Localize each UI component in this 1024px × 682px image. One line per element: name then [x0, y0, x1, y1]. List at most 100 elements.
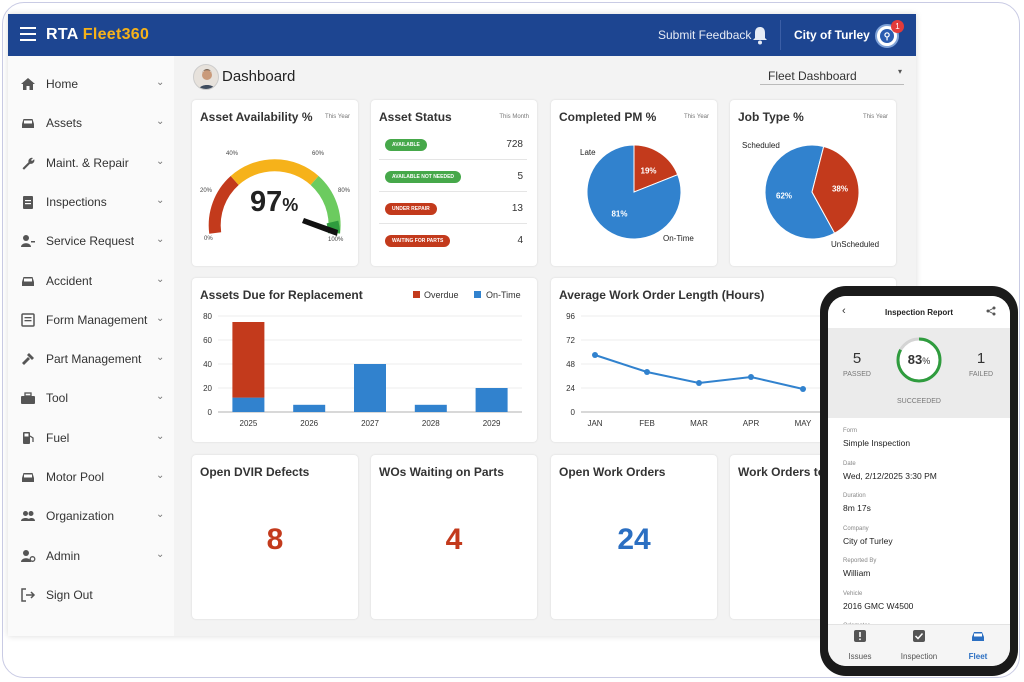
data-point[interactable] — [592, 352, 598, 358]
sidebar-item-motor-pool[interactable]: Motor Pool ⌄ — [8, 465, 174, 489]
data-point[interactable] — [800, 386, 806, 392]
sidebar-item-label: Fuel — [46, 430, 70, 445]
sidebar-item-label: Maint. & Repair — [46, 155, 129, 170]
sidebar-item-fuel[interactable]: Fuel ⌄ — [8, 426, 174, 450]
asset-status-card[interactable]: Asset Status This Month AVAILABLE 728 AVAI… — [371, 100, 537, 266]
x-tick-label: 2028 — [422, 419, 440, 428]
dashboard-select[interactable]: Fleet Dashboard ▾ — [760, 67, 904, 85]
success-percent: 83% — [907, 352, 931, 367]
card-period: This Month — [499, 114, 529, 120]
mobile-title: Inspection Report — [884, 308, 953, 317]
card-title: Average Work Order Length (Hours) — [559, 288, 765, 302]
data-point[interactable] — [748, 374, 754, 380]
y-tick-label: 40 — [203, 360, 212, 369]
sidebar-item-part-management[interactable]: Part Management ⌄ — [8, 347, 174, 371]
profile-avatar[interactable] — [193, 64, 219, 90]
completed-pm-card[interactable]: Completed PM % This Year 19% 81% Late On-… — [551, 100, 717, 266]
sidebar-item-service-request[interactable]: Service Request ⌄ — [8, 229, 174, 253]
chevron-down-icon: ▾ — [897, 67, 902, 76]
bar-on-time[interactable] — [414, 404, 447, 412]
pie-value-label: 62% — [776, 192, 792, 201]
bar-on-time[interactable] — [475, 388, 508, 412]
pie-value-label: 19% — [641, 167, 657, 176]
status-row[interactable]: AVAILABLE NOT NEEDED 5 — [379, 164, 527, 192]
status-row[interactable]: UNDER REPAIR 13 — [379, 196, 527, 224]
inspection-summary: 5 PASSED 83% SUCCEEDED 1 FAILED — [828, 328, 1010, 418]
availability-value: 97% — [250, 186, 299, 218]
assets-replacement-card[interactable]: Assets Due for Replacement Overdue On-Ti… — [192, 278, 537, 442]
wos-waiting-parts-card[interactable]: WOs Waiting on Parts 4 — [371, 455, 537, 619]
sidebar-item-admin[interactable]: Admin ⌄ — [8, 544, 174, 568]
mobile-tab-bar: Issues Inspection Fleet — [828, 624, 1010, 666]
sidebar-item-tool[interactable]: Tool ⌄ — [8, 386, 174, 410]
x-tick-label: 2027 — [361, 419, 379, 428]
back-arrow-icon[interactable]: ‹ — [842, 305, 846, 317]
sidebar-item-sign-out[interactable]: Sign Out — [8, 583, 174, 607]
menu-icon[interactable] — [20, 27, 36, 43]
submit-feedback-link[interactable]: Submit Feedback — [658, 28, 752, 42]
sidebar-item-form-management[interactable]: Form Management ⌄ — [8, 308, 174, 332]
status-count: 4 — [517, 235, 523, 246]
form-icon — [21, 313, 35, 327]
organization-name[interactable]: City of Turley — [794, 28, 870, 42]
sidebar-item-home[interactable]: Home ⌄ — [8, 72, 174, 96]
sidebar-item-inspections[interactable]: Inspections ⌄ — [8, 190, 174, 214]
home-icon — [21, 78, 35, 90]
y-tick-label: 72 — [566, 336, 575, 345]
person-icon — [194, 65, 218, 89]
wrench-icon — [22, 157, 35, 170]
kpi-value: 4 — [445, 523, 463, 556]
car-crash-icon — [22, 276, 34, 286]
legend-label-ontime: On-Time — [486, 290, 521, 300]
sidebar-item-label: Sign Out — [46, 587, 93, 602]
card-period: This Year — [324, 114, 350, 120]
gauge-tick-80: 80% — [338, 188, 351, 194]
share-icon[interactable] — [986, 306, 996, 316]
bell-icon[interactable] — [751, 25, 769, 45]
success-ring-progress — [896, 337, 942, 383]
checklist-icon — [913, 630, 925, 642]
gauge-tick-100: 100% — [328, 237, 344, 243]
bar-on-time[interactable] — [354, 364, 386, 412]
pie-slice[interactable] — [764, 144, 836, 240]
pie-slice[interactable] — [633, 144, 679, 193]
sidebar-item-organization[interactable]: Organization ⌄ — [8, 504, 174, 528]
replacement-bar-chart: 0 20 40 60 80 2025 2026 2027 2028 2029 — [203, 312, 522, 428]
gauge-tick-60: 60% — [312, 151, 325, 157]
tab-issues[interactable]: Issues — [830, 629, 890, 661]
sidebar-item-maint-repair[interactable]: Maint. & Repair ⌄ — [8, 151, 174, 175]
user-avatar[interactable]: ⚲ — [875, 24, 899, 48]
pie-slice[interactable] — [811, 145, 860, 234]
card-title: Asset Status — [379, 110, 452, 124]
data-point[interactable] — [696, 380, 702, 386]
signout-icon — [21, 588, 36, 602]
tab-fleet[interactable]: Fleet — [948, 629, 1008, 661]
bar-on-time[interactable] — [232, 397, 265, 412]
asset-availability-card[interactable]: Asset Availability % This Year 0% 20% 40… — [192, 100, 358, 266]
status-pill: WAITING FOR PARTS — [385, 235, 451, 247]
sidebar-item-assets[interactable]: Assets ⌄ — [8, 111, 174, 135]
sidebar-item-accident[interactable]: Accident ⌄ — [8, 269, 174, 293]
job-type-pie: 62% 38% — [764, 144, 860, 240]
status-pill: UNDER REPAIR — [385, 203, 437, 215]
tab-fleet-label: Fleet — [968, 652, 988, 661]
status-row[interactable]: WAITING FOR PARTS 4 — [379, 228, 527, 256]
bar-overdue[interactable] — [232, 322, 265, 398]
open-work-orders-card[interactable]: Open Work Orders 24 — [551, 455, 717, 619]
gauge-segment-red — [208, 176, 239, 234]
app-logo[interactable]: RTA Fleet360 — [46, 26, 149, 44]
tab-inspection[interactable]: Inspection — [889, 629, 949, 661]
status-row[interactable]: AVAILABLE 728 — [379, 132, 527, 160]
pie-label-unscheduled: UnScheduled — [831, 240, 880, 249]
card-title: Job Type % — [738, 110, 804, 124]
x-tick-label: JAN — [587, 419, 602, 428]
job-type-card[interactable]: Job Type % This Year 62% 38% Scheduled Un… — [730, 100, 896, 266]
pie-label-late: Late — [580, 148, 596, 157]
dvir-card[interactable]: Open DVIR Defects 8 — [192, 455, 358, 619]
bar-on-time[interactable] — [293, 404, 326, 412]
work-order-line-chart: 0 24 48 72 96 JAN FEB MAR APR MAY — [566, 312, 881, 428]
pie-slice[interactable] — [586, 144, 682, 240]
pie-label-scheduled: Scheduled — [742, 141, 780, 150]
logo-text-fleet: Fleet360 — [82, 26, 150, 43]
data-point[interactable] — [644, 369, 650, 375]
